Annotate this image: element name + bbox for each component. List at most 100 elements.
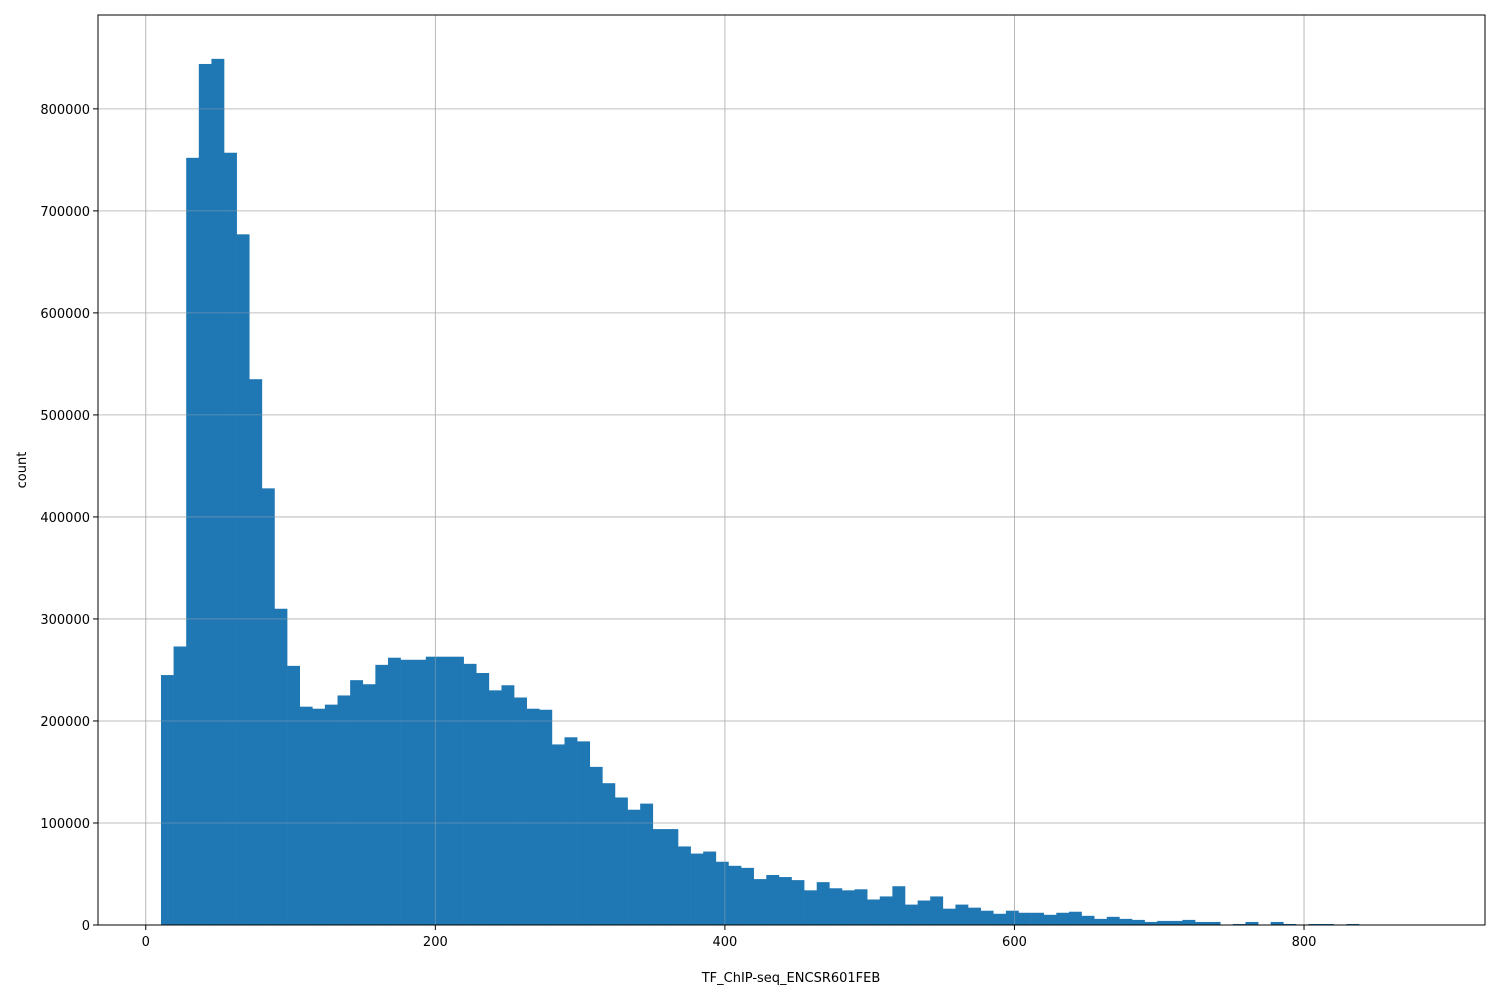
histogram-bar (1018, 912, 1032, 925)
y-tick-label: 400000 (40, 511, 90, 526)
histogram-bar (867, 899, 881, 925)
histogram-bar (173, 646, 187, 925)
histogram-bar (211, 58, 225, 925)
histogram-bar (791, 880, 805, 925)
histogram-bar (224, 152, 237, 925)
histogram-bar (1321, 923, 1335, 925)
histogram-bar (804, 890, 818, 925)
histogram-bar (1119, 918, 1133, 925)
histogram-bar (930, 896, 944, 925)
histogram-bar (968, 907, 981, 925)
histogram-bar (728, 865, 742, 925)
histogram-bar (1106, 916, 1120, 925)
histogram-bar (1346, 923, 1360, 925)
histogram-bar (1081, 915, 1095, 925)
histogram-bar (690, 853, 704, 925)
y-tick-label: 500000 (40, 409, 90, 424)
y-tick-label: 100000 (40, 817, 90, 832)
histogram-bar (1094, 918, 1108, 925)
histogram-bar (362, 684, 376, 925)
y-axis-ticks: 0 100000 200000 300000 400000 500000 600000 700… (40, 103, 98, 934)
histogram-bar (1182, 919, 1196, 925)
histogram-bar (854, 889, 868, 925)
histogram-bar (1031, 912, 1045, 925)
histogram-bar (501, 685, 515, 925)
x-tick-label: 800 (1292, 935, 1317, 950)
histogram-bar (602, 783, 616, 925)
histogram-bar (438, 656, 452, 925)
histogram-bar (1283, 923, 1297, 925)
histogram-bar (1270, 921, 1284, 925)
histogram-bar (778, 877, 792, 925)
histogram-bar (955, 904, 969, 925)
y-axis-label: count (15, 452, 30, 489)
histogram-bar (476, 673, 490, 925)
histogram-bar (375, 664, 389, 925)
y-tick-label: 300000 (40, 613, 90, 628)
histogram-bar (425, 656, 439, 925)
histogram-bar (1245, 921, 1259, 925)
histogram-bar (879, 896, 893, 925)
x-axis-ticks: 0 200 400 600 800 (142, 925, 1317, 950)
histogram-bar (1308, 923, 1322, 925)
histogram-bar (665, 829, 679, 925)
histogram-bar (1131, 919, 1145, 925)
y-tick-label: 0 (82, 919, 90, 934)
y-tick-label: 200000 (40, 715, 90, 730)
histogram-bar (274, 608, 288, 925)
histogram-bar (1169, 920, 1183, 925)
histogram-bar (741, 867, 754, 925)
histogram-bar (841, 890, 855, 925)
histogram-bar (703, 851, 717, 925)
histogram-bar (627, 809, 641, 925)
histogram-bar (715, 861, 729, 925)
histogram-bar (400, 659, 414, 925)
histogram-bar (287, 665, 300, 925)
histogram-bar (993, 913, 1007, 925)
histogram-bar (451, 656, 464, 925)
histogram-bar (640, 803, 654, 925)
histogram-bar (463, 663, 477, 925)
histogram-bar (324, 704, 338, 925)
histogram-bar (829, 888, 843, 925)
histogram-bar (892, 886, 906, 925)
histogram-bar (337, 695, 351, 925)
histogram-bar (551, 744, 565, 925)
y-tick-label: 800000 (40, 103, 90, 118)
histogram-bar (299, 706, 313, 925)
histogram-bar (678, 846, 691, 925)
histogram-bar (1144, 921, 1158, 925)
histogram-bar (904, 904, 918, 925)
bars (160, 58, 1360, 925)
x-tick-label: 400 (712, 935, 737, 950)
histogram-bar (1232, 923, 1246, 925)
histogram-bar (350, 680, 364, 925)
histogram-bar (816, 882, 830, 925)
histogram-bar (261, 488, 275, 925)
histogram-bar (236, 234, 250, 925)
y-tick-label: 600000 (40, 307, 90, 322)
histogram-bar (539, 709, 553, 925)
histogram-bar (186, 157, 200, 925)
histogram-bar (980, 910, 994, 925)
histogram-bar (589, 766, 603, 925)
histogram-bar (577, 741, 591, 925)
histogram-bar (526, 708, 540, 925)
histogram-bar (1043, 914, 1057, 925)
histogram-bar (488, 690, 502, 925)
x-tick-label: 200 (423, 935, 448, 950)
histogram-bar (1157, 920, 1171, 925)
histogram-bar (1068, 911, 1082, 925)
plot-frame (97, 14, 1486, 926)
histogram-bar (652, 829, 666, 925)
x-tick-label: 0 (142, 935, 150, 950)
histogram-bar (1207, 921, 1221, 925)
histogram-bar (1056, 912, 1070, 925)
histogram-bar (564, 737, 578, 925)
y-tick-label: 700000 (40, 205, 90, 220)
x-axis-label: TF_ChIP-seq_ENCSR601FEB (701, 971, 881, 986)
histogram-bar (514, 697, 527, 925)
histogram-bar (942, 908, 956, 925)
histogram-bar (917, 900, 931, 925)
